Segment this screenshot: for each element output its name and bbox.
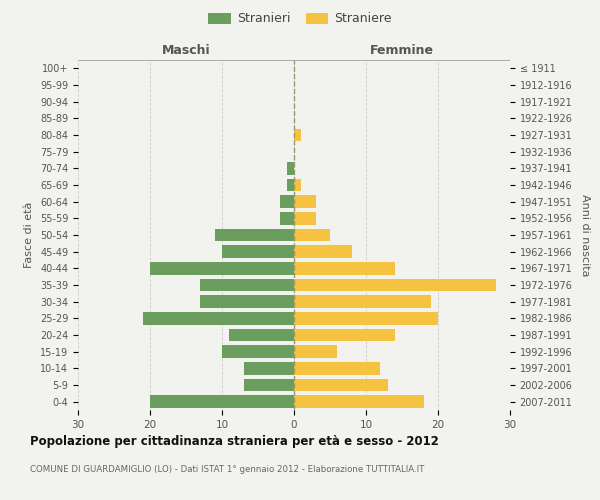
Bar (294, 279, 496, 291)
Bar (294, 329, 395, 341)
Bar (294, 129, 301, 141)
Legend: Stranieri, Straniere: Stranieri, Straniere (205, 8, 395, 29)
Text: Femmine: Femmine (370, 44, 434, 57)
Bar (294, 246, 352, 258)
Bar (294, 362, 380, 374)
Bar (294, 379, 388, 391)
Y-axis label: Anni di nascita: Anni di nascita (580, 194, 590, 276)
Bar (294, 262, 395, 274)
Bar (294, 229, 330, 241)
Bar (294, 396, 424, 408)
Text: Maschi: Maschi (161, 44, 211, 57)
Bar (200, 279, 294, 291)
Bar (294, 312, 438, 324)
Bar (143, 312, 294, 324)
Bar (200, 296, 294, 308)
Bar (294, 296, 431, 308)
Bar (229, 329, 294, 341)
Bar (287, 179, 294, 192)
Bar (280, 196, 294, 208)
Bar (287, 162, 294, 174)
Bar (150, 396, 294, 408)
Text: Popolazione per cittadinanza straniera per età e sesso - 2012: Popolazione per cittadinanza straniera p… (30, 435, 439, 448)
Bar (222, 246, 294, 258)
Bar (294, 179, 301, 192)
Bar (244, 379, 294, 391)
Bar (244, 362, 294, 374)
Y-axis label: Fasce di età: Fasce di età (25, 202, 34, 268)
Bar (222, 346, 294, 358)
Bar (294, 196, 316, 208)
Bar (280, 212, 294, 224)
Bar (294, 346, 337, 358)
Text: COMUNE DI GUARDAMIGLIO (LO) - Dati ISTAT 1° gennaio 2012 - Elaborazione TUTTITAL: COMUNE DI GUARDAMIGLIO (LO) - Dati ISTAT… (30, 465, 424, 474)
Bar (215, 229, 294, 241)
Bar (150, 262, 294, 274)
Bar (294, 212, 316, 224)
